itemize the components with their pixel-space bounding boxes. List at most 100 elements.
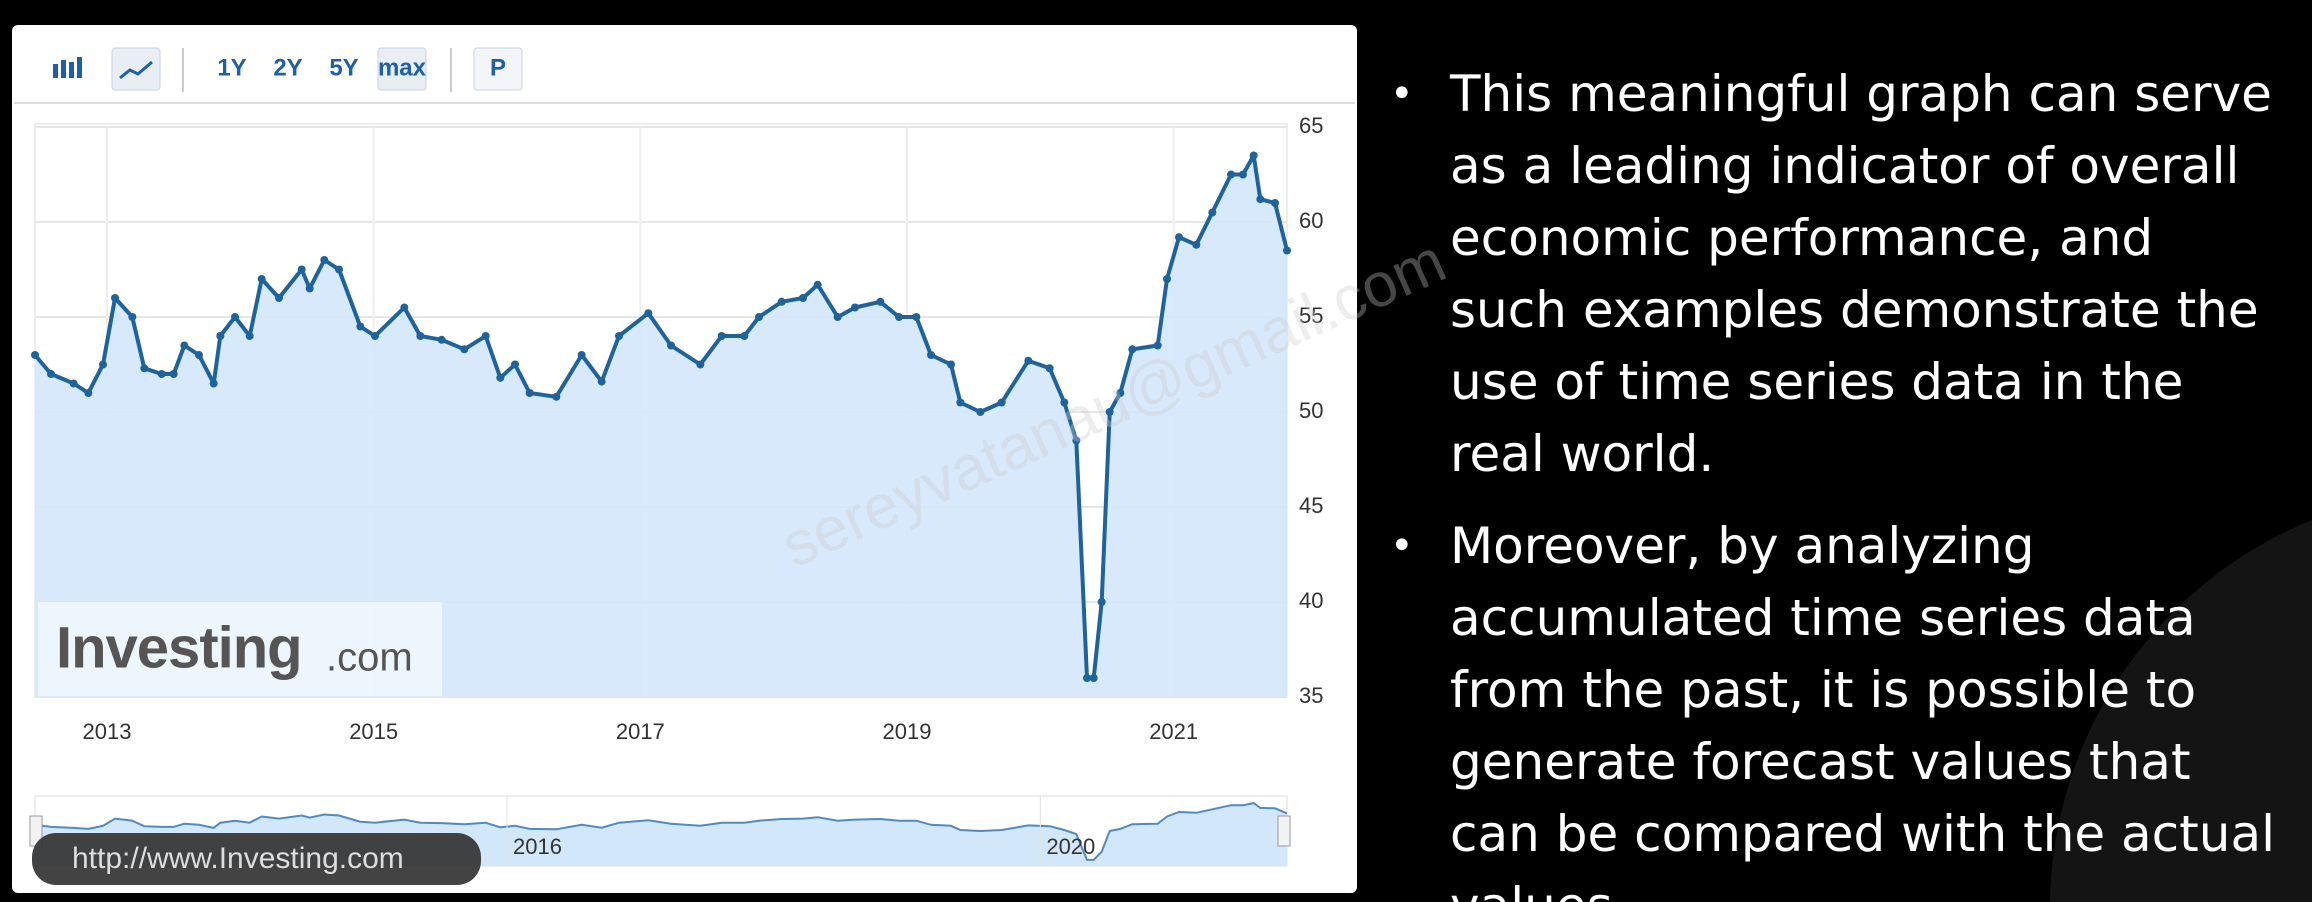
point (1256, 195, 1265, 204)
y-tick-label: 55 (1299, 303, 1323, 328)
point (31, 351, 39, 359)
tooltip-box (32, 833, 481, 885)
point (84, 389, 93, 397)
tooltip-text: http://www.Investing.com (72, 842, 404, 875)
toolbar-button[interactable]: 1Y (217, 54, 246, 81)
point (947, 360, 955, 369)
point (1192, 240, 1201, 249)
x-tick-label: 2013 (83, 719, 132, 744)
point (956, 398, 965, 407)
bullet: This meaningful graph can serve as a lea… (1372, 58, 2282, 490)
point (245, 332, 254, 340)
point (1153, 341, 1162, 350)
point (1128, 345, 1137, 354)
point (552, 392, 561, 401)
max-button-bg (377, 47, 427, 91)
point (416, 332, 425, 340)
bullet-list: This meaningful graph can serve as a lea… (1372, 58, 2282, 902)
point (1271, 199, 1279, 207)
point (777, 297, 786, 306)
point (496, 373, 505, 382)
logo-box (38, 602, 442, 696)
point (320, 256, 329, 264)
point (644, 309, 653, 318)
p-button-bg (473, 47, 523, 91)
logo-brand: Investing (56, 615, 302, 680)
point (69, 379, 78, 388)
point (1227, 170, 1235, 179)
toolbar-button[interactable]: 2Y (273, 54, 302, 81)
point (128, 313, 137, 321)
point (1163, 275, 1171, 283)
point (740, 332, 749, 340)
navigator-label: 2020 (1046, 834, 1095, 859)
point (1239, 170, 1247, 179)
point (1045, 364, 1054, 373)
point (1208, 208, 1217, 217)
point (667, 341, 675, 350)
toolbar-button[interactable]: P (490, 54, 506, 81)
navigator-label: 2016 (513, 834, 562, 859)
point (180, 341, 189, 350)
point (437, 335, 446, 344)
point (47, 370, 55, 378)
point (216, 332, 225, 340)
point (912, 313, 921, 321)
point (1089, 674, 1098, 682)
point (297, 265, 306, 274)
point (195, 351, 203, 359)
x-tick-label: 2017 (616, 719, 665, 744)
point (356, 322, 365, 331)
point (1249, 151, 1258, 160)
point (997, 398, 1006, 407)
point (525, 389, 534, 397)
point (615, 332, 623, 340)
y-tick-label: 60 (1299, 208, 1323, 233)
y-tick-label: 65 (1299, 113, 1323, 138)
point (511, 360, 519, 369)
navigator-handle[interactable] (1277, 815, 1291, 847)
y-tick-label: 50 (1299, 398, 1323, 423)
point (157, 370, 166, 378)
point (99, 360, 107, 369)
point (305, 284, 314, 293)
toolbar-button[interactable]: max (378, 54, 427, 81)
point (1283, 246, 1291, 255)
x-tick-label: 2021 (1149, 719, 1198, 744)
point (335, 265, 343, 274)
point (231, 313, 239, 321)
point (833, 313, 842, 321)
line-icon-button[interactable] (111, 47, 161, 91)
y-tick-label: 40 (1299, 588, 1323, 613)
point (851, 303, 859, 312)
point (371, 332, 379, 340)
point (209, 379, 218, 388)
plot: 35 40 45 50 55 60 65 2013 2015 2017 2019 2021 (31, 113, 1323, 744)
point (400, 303, 409, 312)
line-icon (119, 60, 153, 80)
y-tick-label: 35 (1299, 683, 1323, 708)
x-tick-label: 2019 (883, 719, 932, 744)
point (169, 370, 178, 378)
point (895, 313, 903, 321)
point (597, 377, 606, 386)
point (696, 360, 705, 369)
point (1072, 436, 1081, 445)
toolbar-button[interactable]: 5Y (329, 54, 358, 81)
point (813, 280, 822, 289)
point (1175, 233, 1183, 242)
bullet: Moreover, by analyzing accumulated time … (1372, 510, 2282, 902)
point (799, 294, 807, 302)
y-tick-label: 45 (1299, 493, 1323, 518)
point (577, 351, 586, 359)
navigator-line (34, 802, 1288, 861)
point (1083, 674, 1091, 682)
point (481, 332, 490, 340)
point (876, 297, 885, 306)
point (1097, 598, 1106, 606)
bar-icon[interactable] (53, 57, 82, 78)
x-tick-label: 2015 (349, 719, 398, 744)
line (33, 153, 1289, 680)
